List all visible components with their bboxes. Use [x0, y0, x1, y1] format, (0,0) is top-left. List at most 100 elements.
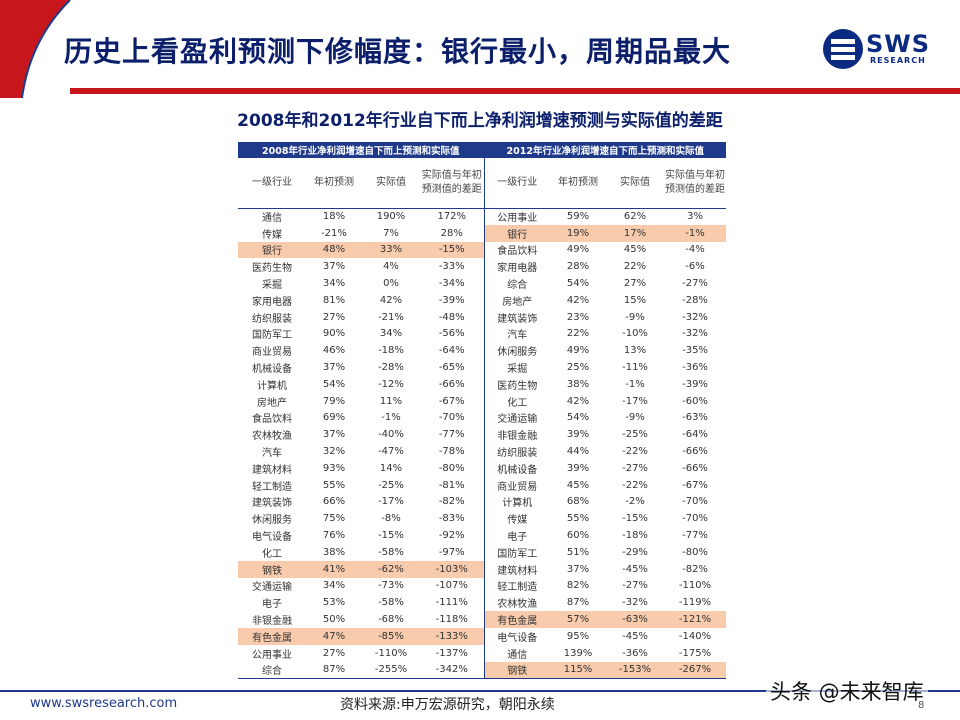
- table-row: 传媒 -21% 7% 28% 银行 19% 17% -1%: [238, 224, 727, 242]
- cell-2008-actual: -8%: [381, 513, 401, 525]
- table-row: 休闲服务 75% -8% -83% 传媒 55% -15% -70%: [238, 510, 726, 528]
- cell-2008-actual: 33%: [362, 241, 420, 259]
- cell-2012-gap: -6%: [685, 261, 705, 273]
- cell-2012-gap: -39%: [682, 378, 708, 390]
- cell-2012-gap: -70%: [682, 496, 708, 508]
- group-header-row: 2008年行业净利润增速自下而上预测和实际值 2012年行业净利润增速自下而上预…: [238, 142, 727, 158]
- cell-2012-gap: -1%: [664, 224, 727, 242]
- cell-2008-industry: 银行: [238, 241, 306, 259]
- cell-2012-industry: 汽车: [507, 330, 528, 342]
- cell-2012-forecast: 68%: [566, 496, 590, 508]
- cell-2012-actual: -27%: [622, 462, 648, 474]
- cell-2008-gap: -82%: [420, 493, 485, 511]
- cell-2008-forecast: 41%: [306, 560, 362, 578]
- cell-2012-gap: -121%: [664, 611, 727, 628]
- cell-2012-gap: -35%: [682, 345, 708, 357]
- cell-2008-gap: -103%: [420, 560, 485, 578]
- cell-2008-industry: 纺织服装: [252, 313, 292, 325]
- cell-2008-forecast: 79%: [322, 395, 346, 407]
- cell-2012-industry: 房地产: [502, 296, 533, 308]
- cell-2008-actual: 0%: [383, 278, 399, 290]
- table-row: 轻工制造 55% -25% -81% 商业贸易 45% -22% -67%: [238, 476, 726, 494]
- cell-2008-industry: 房地产: [257, 397, 287, 409]
- cell-2008-industry: 食品饮料: [252, 414, 292, 426]
- cell-2008-gap: -48%: [420, 308, 485, 326]
- cell-2008-gap: -66%: [420, 375, 485, 393]
- cell-2012-gap: -27%: [682, 278, 708, 290]
- cell-2012-gap: -32%: [682, 328, 708, 340]
- cell-2012-industry: 非银金融: [497, 431, 538, 443]
- cell-2012-industry: 钢铁: [484, 661, 551, 679]
- col-header-actual: 实际值: [606, 158, 665, 209]
- cell-2008-industry: 化工: [262, 548, 282, 560]
- cell-2012-industry: 食品饮料: [497, 246, 538, 258]
- cell-2012-gap: -140%: [678, 630, 712, 642]
- cell-2012-actual: -9%: [625, 412, 645, 424]
- cell-2012-forecast: 95%: [566, 630, 590, 642]
- cell-2008-actual: -17%: [378, 496, 404, 508]
- cell-2008-gap: -80%: [420, 459, 485, 477]
- footer-url[interactable]: www.swsresearch.com: [30, 696, 178, 711]
- cell-2008-industry: 农林牧渔: [252, 431, 292, 443]
- cell-2008-actual: -40%: [378, 429, 404, 441]
- logo-subtext: RESEARCH: [870, 56, 926, 65]
- cell-2012-forecast: 57%: [550, 611, 607, 628]
- cell-2008-gap: -118%: [420, 611, 485, 628]
- cell-2012-actual: 27%: [623, 278, 647, 290]
- cell-2008-industry: 商业贸易: [252, 347, 292, 359]
- cell-2012-forecast: 38%: [566, 378, 590, 390]
- cell-2008-actual: -18%: [378, 345, 404, 357]
- cell-2008-gap: -107%: [420, 577, 485, 595]
- group-header-2008: 2008年行业净利润增速自下而上预测和实际值: [238, 142, 485, 158]
- col-header-gap: 实际值与年初预测值的差距: [420, 158, 485, 209]
- table-row: 采掘 34% 0% -34% 综合 54% 27% -27%: [238, 275, 726, 292]
- table-row: 计算机 54% -12% -66% 医药生物 38% -1% -39%: [238, 375, 726, 393]
- cell-2012-industry: 机械设备: [497, 464, 538, 476]
- cell-2012-industry: 通信: [507, 649, 528, 661]
- cell-2012-gap: -175%: [678, 647, 712, 659]
- cell-2008-forecast: 38%: [322, 546, 346, 558]
- cell-2008-actual: -12%: [378, 378, 404, 390]
- cell-2008-forecast: 93%: [322, 462, 346, 474]
- cell-2012-forecast: 37%: [566, 563, 590, 575]
- sws-logo-icon: [823, 29, 863, 69]
- cell-2012-actual: -9%: [625, 311, 645, 323]
- cell-2008-gap: -65%: [420, 359, 485, 376]
- cell-2012-industry: 交通运输: [497, 414, 538, 426]
- table-row: 建筑材料 93% 14% -80% 机械设备 39% -27% -66%: [238, 459, 726, 477]
- cell-2008-actual: -85%: [362, 627, 420, 645]
- cell-2008-forecast: 27%: [322, 647, 346, 659]
- cell-2008-forecast: 54%: [322, 378, 346, 390]
- table-row: 建筑装饰 66% -17% -82% 计算机 68% -2% -70%: [238, 493, 726, 511]
- cell-2008-gap: 28%: [420, 224, 485, 242]
- cell-2012-industry: 电气设备: [497, 632, 538, 644]
- cell-2008-forecast: 55%: [322, 479, 346, 491]
- table-row: 国防军工 90% 34% -56% 汽车 22% -10% -32%: [238, 325, 726, 343]
- col-header-industry: 一级行业: [238, 158, 306, 209]
- cell-2012-industry: 电子: [507, 532, 528, 544]
- cell-2008-industry: 交通运输: [252, 582, 292, 594]
- header-divider: [70, 88, 960, 94]
- cell-2012-actual: -18%: [622, 530, 648, 542]
- cell-2008-industry: 采掘: [262, 280, 282, 292]
- sws-logo: SWS RESEARCH: [822, 26, 942, 72]
- cell-2012-industry: 化工: [507, 397, 528, 409]
- cell-2012-industry: 综合: [507, 280, 528, 292]
- cell-2012-forecast: 25%: [566, 362, 590, 374]
- cell-2012-gap: -267%: [664, 661, 727, 679]
- cell-2012-forecast: 23%: [566, 311, 590, 323]
- cell-2012-industry: 轻工制造: [497, 582, 538, 594]
- cell-2012-actual: 45%: [623, 244, 647, 256]
- table-row: 医药生物 37% 4% -33% 家用电器 28% 22% -6%: [238, 258, 726, 276]
- cell-2012-industry: 传媒: [507, 515, 528, 527]
- cell-2012-gap: -66%: [682, 446, 708, 458]
- cell-2008-actual: -28%: [378, 362, 404, 374]
- cell-2012-industry: 休闲服务: [497, 347, 538, 359]
- cell-2012-forecast: 19%: [550, 224, 607, 242]
- cell-2012-actual: 22%: [623, 261, 647, 273]
- table-row: 电子 53% -58% -111% 农林牧渔 87% -32% -119%: [238, 594, 726, 612]
- source-note: 资料来源:申万宏源研究，朝阳永续: [340, 697, 555, 713]
- table-row: 综合 87% -255% -342% 钢铁 115% -153% -267%: [238, 661, 727, 679]
- table-row: 公用事业 27% -110% -137% 通信 139% -36% -175%: [238, 644, 726, 662]
- cell-2008-forecast: 34%: [322, 580, 346, 592]
